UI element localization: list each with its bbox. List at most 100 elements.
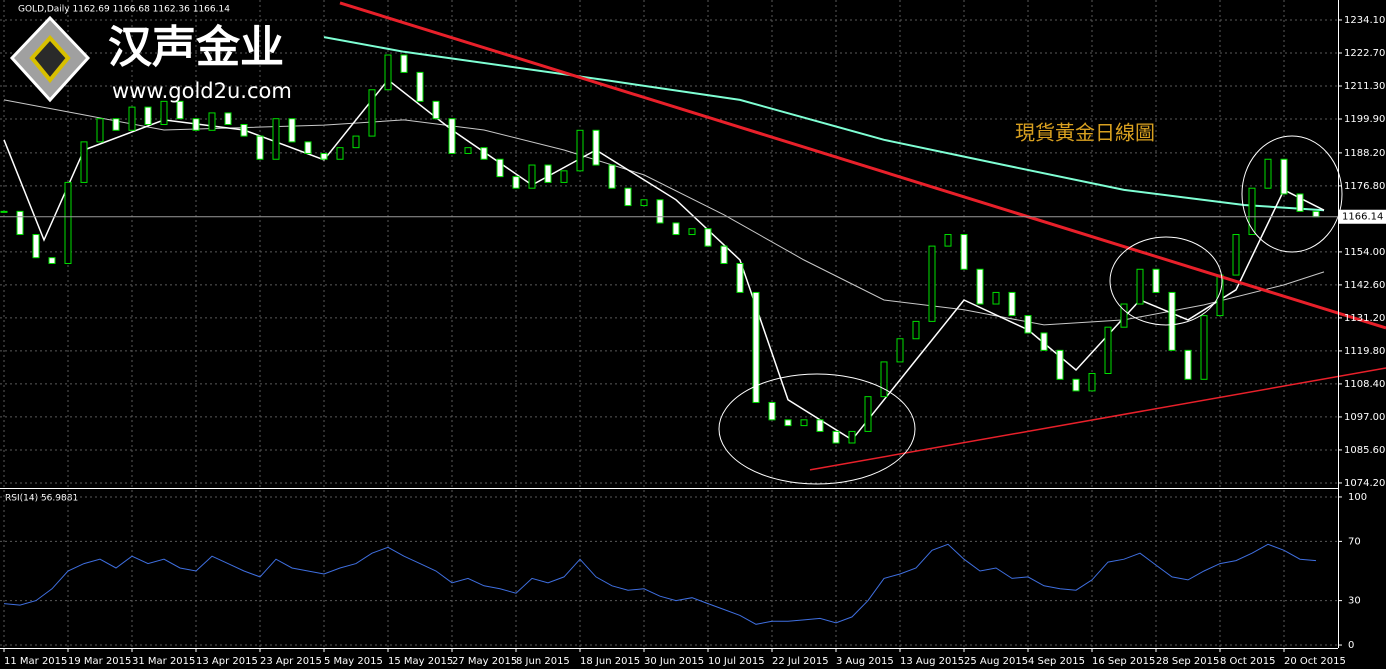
annotation-ellipse <box>718 373 916 485</box>
y-tick-label: 1085.60 <box>1344 445 1385 456</box>
y-tick-label: 1097.00 <box>1344 412 1385 423</box>
candle <box>400 54 408 73</box>
candle <box>256 135 264 160</box>
y-tick-label: 0 <box>1348 640 1354 651</box>
y-tick-label: 1154.00 <box>1344 247 1385 258</box>
logo-icon-inner <box>29 35 71 84</box>
y-tick-label: 1131.20 <box>1344 313 1385 324</box>
candle <box>0 210 8 213</box>
candle <box>96 118 104 143</box>
candle <box>336 147 344 160</box>
candle <box>112 118 120 131</box>
candle <box>48 257 56 264</box>
candle <box>656 199 664 224</box>
candle <box>1296 193 1304 212</box>
candle <box>208 112 216 131</box>
logo-url: www.gold2u.com <box>112 79 292 103</box>
candle <box>480 147 488 160</box>
candle <box>368 89 376 137</box>
logo-name: 汉声金业 <box>108 22 284 73</box>
candle <box>1152 268 1160 293</box>
candle <box>320 152 328 160</box>
candle <box>16 210 24 236</box>
y-tick-label: 1142.60 <box>1344 280 1385 291</box>
candle <box>304 141 312 154</box>
candle <box>464 147 472 154</box>
candle <box>848 430 856 444</box>
candle <box>1280 158 1288 195</box>
candle <box>544 164 552 183</box>
current-price-box <box>1339 209 1386 224</box>
rsi-line <box>3 543 1317 625</box>
candle <box>384 54 392 91</box>
y-tick-label: 1176.80 <box>1344 181 1385 192</box>
x-tick-label: 11 Mar 2015 <box>4 656 67 667</box>
candle <box>144 106 152 126</box>
x-tick-label: 16 Sep 2015 <box>1092 656 1155 667</box>
candle <box>352 135 360 149</box>
candle <box>1120 303 1128 328</box>
candle <box>1248 187 1256 236</box>
symbol-label: GOLD,Daily 1162.69 1166.68 1162.36 1166.… <box>18 5 230 15</box>
candle <box>736 262 744 293</box>
x-tick-label: 4 Sep 2015 <box>1028 656 1085 667</box>
candle <box>592 129 600 166</box>
candle <box>528 164 536 189</box>
candle <box>608 164 616 189</box>
candle <box>240 124 248 137</box>
candle <box>1088 373 1096 392</box>
candle <box>784 419 792 427</box>
candle <box>720 245 728 264</box>
x-tick-label: 15 May 2015 <box>388 656 453 667</box>
candle <box>128 106 136 131</box>
candle <box>512 176 520 189</box>
candle <box>672 222 680 236</box>
candle <box>224 112 232 126</box>
x-tick-label: 20 Oct 2015 <box>1284 656 1346 667</box>
candle <box>992 291 1000 305</box>
logo: 汉声金业 www.gold2u.com <box>9 15 292 103</box>
x-tick-label: 22 Jul 2015 <box>772 656 829 667</box>
y-tick-label: 1188.20 <box>1344 148 1385 159</box>
y-tick-label: 1074.20 <box>1344 478 1385 489</box>
x-tick-label: 3 Aug 2015 <box>836 656 894 667</box>
x-tick-label: 13 Aug 2015 <box>900 656 964 667</box>
candle <box>816 419 824 432</box>
x-tick-label: 10 Jul 2015 <box>708 656 765 667</box>
candle <box>752 291 760 403</box>
candle <box>1136 268 1144 305</box>
candle <box>1200 315 1208 380</box>
candle <box>1104 326 1112 375</box>
candle <box>448 118 456 154</box>
candle <box>1008 291 1016 317</box>
candle <box>1024 315 1032 334</box>
x-tick-label: 5 May 2015 <box>324 656 383 667</box>
candle <box>976 268 984 305</box>
candle <box>176 100 184 120</box>
candle <box>880 361 888 398</box>
candle <box>960 234 968 270</box>
current-price-label: 1166.14 <box>1342 212 1383 223</box>
price-panel <box>0 0 1386 487</box>
trendline <box>339 1 1386 330</box>
candle <box>64 181 72 264</box>
candle <box>160 100 168 126</box>
candle <box>624 187 632 207</box>
candle <box>1184 349 1192 380</box>
candle <box>704 228 712 247</box>
x-tick-label: 23 Apr 2015 <box>260 656 322 667</box>
candle <box>1072 378 1080 392</box>
candle <box>640 199 648 207</box>
x-tick-label: 28 Sep 2015 <box>1156 656 1219 667</box>
x-tick-label: 27 May 2015 <box>452 656 517 667</box>
y-tick-label: 100 <box>1348 492 1367 503</box>
candle <box>864 396 872 432</box>
moving-average <box>3 99 1325 326</box>
candle <box>944 234 952 247</box>
candle <box>800 419 808 427</box>
trendline <box>809 367 1386 471</box>
candle <box>832 430 840 444</box>
moving-average <box>323 36 1325 212</box>
x-tick-label: 19 Mar 2015 <box>68 656 131 667</box>
candle <box>928 245 936 322</box>
